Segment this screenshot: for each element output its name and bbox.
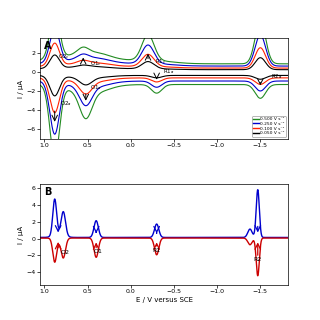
Text: A: A [44,41,51,52]
Text: R1: R1 [153,248,161,253]
Text: O1: O1 [93,249,102,254]
Text: R2$_a$: R2$_a$ [271,72,282,81]
Text: O1$_a$: O1$_a$ [90,83,102,92]
Legend: 0.500 V s⁻¹, 0.250 V s⁻¹, 0.100 V s⁻¹, 0.050 V s⁻¹: 0.500 V s⁻¹, 0.250 V s⁻¹, 0.100 V s⁻¹, 0… [252,116,286,137]
Text: O2: O2 [60,250,69,255]
Text: O1$_c$: O1$_c$ [90,59,102,68]
Text: R1$_a$: R1$_a$ [163,68,174,76]
Y-axis label: I / μA: I / μA [18,226,24,244]
Y-axis label: I / μA: I / μA [18,80,24,98]
Text: O2$_c$: O2$_c$ [58,52,70,61]
Text: R2: R2 [254,257,262,262]
Text: B: B [44,187,51,197]
Text: R1$_c$: R1$_c$ [155,57,166,66]
X-axis label: E / V versus SCE: E / V versus SCE [135,297,193,303]
Text: O2$_a$: O2$_a$ [60,100,72,108]
